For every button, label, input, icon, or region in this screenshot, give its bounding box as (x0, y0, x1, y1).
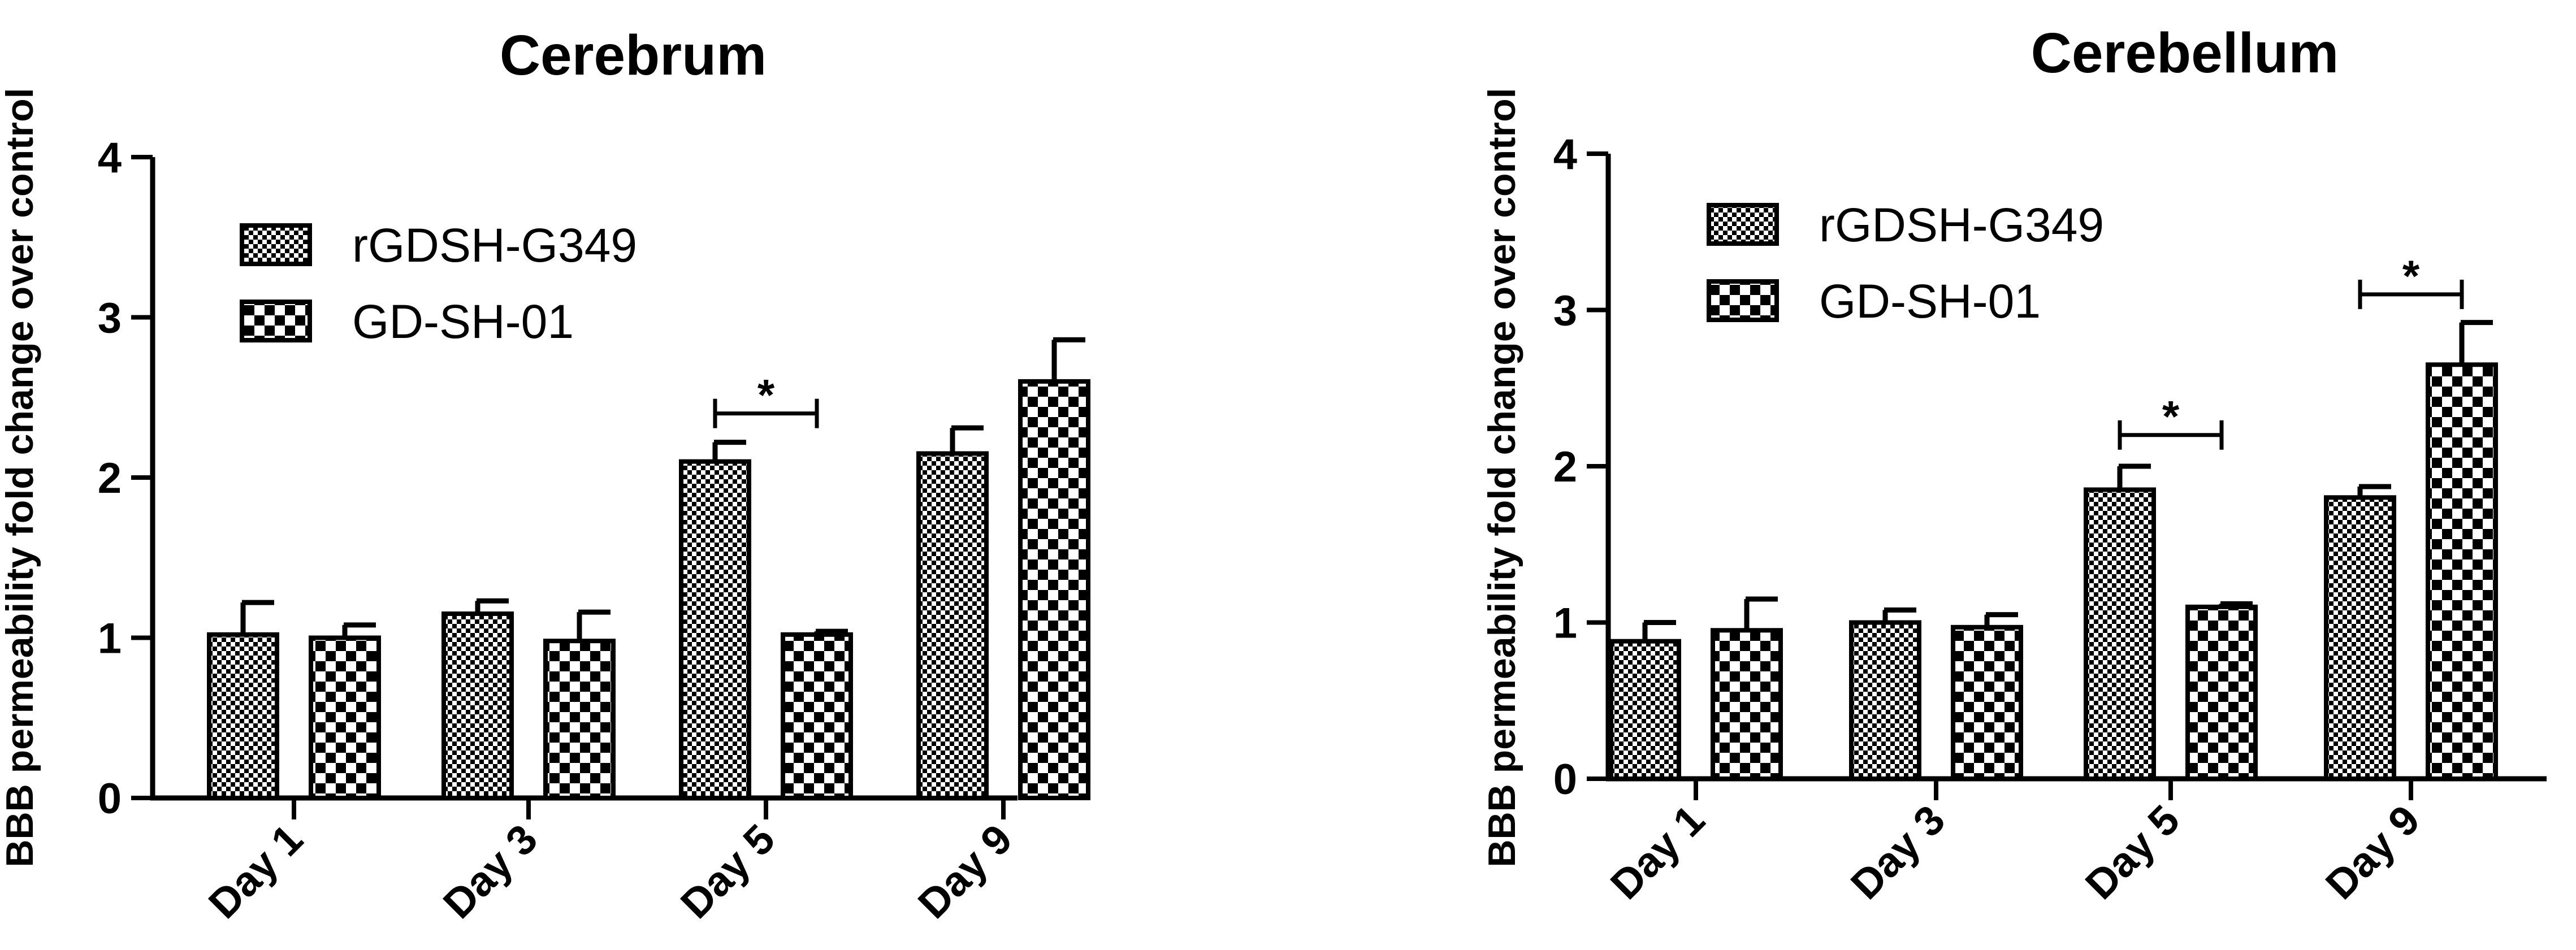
chart-cerebrum: Cerebrum BBB permeability fold change ove… (0, 24, 1090, 927)
bar-rgdsh-g349-day-9 (916, 451, 989, 800)
legend-label: rGDSH-G349 (1819, 198, 2104, 251)
y-tick-label: 3 (1553, 287, 1577, 335)
bar-rgdsh-g349-day-1 (207, 632, 279, 800)
bar-rgdsh-g349-day-5 (2084, 487, 2156, 781)
legend-swatch (1707, 203, 1779, 246)
bar-rgdsh-g349-day-9 (2324, 495, 2396, 781)
bar-rgdsh-g349-day-1 (1609, 639, 1681, 782)
significance-marker: * (2402, 251, 2420, 301)
y-tick-label: 1 (98, 615, 122, 663)
category-label: Day 1 (1601, 796, 1713, 908)
bar-gd-sh-01-day-5 (781, 632, 853, 800)
chart-cerebellum: Cerebellum BBB permeability fold change o… (1480, 21, 2547, 908)
bar-gd-sh-01-day-9 (2426, 362, 2498, 781)
y-tick-label: 4 (1553, 131, 1577, 179)
bar-gd-sh-01-day-3 (543, 639, 616, 801)
category-label: Day 5 (672, 815, 783, 927)
y-tick-label: 2 (1553, 443, 1577, 491)
category-label: Day 9 (2317, 796, 2428, 908)
category-label: Day 1 (200, 815, 311, 927)
y-tick-label: 3 (98, 294, 122, 342)
legend-swatch (240, 300, 312, 342)
y-tick-label: 0 (1553, 756, 1577, 804)
y-tick-label: 0 (98, 775, 122, 823)
bar-gd-sh-01-day-1 (309, 635, 381, 800)
bar-gd-sh-01-day-9 (1018, 379, 1090, 800)
y-axis-label: BBB permeability fold change over contro… (1480, 88, 1523, 867)
bar-rgdsh-g349-day-3 (1849, 620, 1921, 781)
category-label: Day 9 (909, 815, 1021, 927)
bar-rgdsh-g349-day-5 (679, 459, 751, 800)
y-tick-label: 4 (98, 134, 122, 182)
chart-title: Cerebellum (2031, 21, 2339, 85)
bar-gd-sh-01-day-3 (1951, 624, 2023, 782)
y-axis-label: BBB permeability fold change over contro… (0, 88, 41, 867)
significance-marker: * (757, 370, 775, 420)
bar-gd-sh-01-day-5 (2185, 604, 2258, 781)
bar-gd-sh-01-day-1 (1711, 628, 1783, 781)
legend-swatch (240, 223, 312, 266)
legend-swatch (1707, 279, 1779, 322)
category-label: Day 3 (1842, 796, 1954, 908)
significance-marker: * (2162, 392, 2180, 441)
y-tick-label: 1 (1553, 600, 1577, 648)
y-tick-label: 2 (98, 454, 122, 502)
chart-title: Cerebrum (500, 24, 767, 87)
legend-label: GD-SH-01 (1819, 275, 2041, 328)
legend-label: rGDSH-G349 (352, 219, 637, 272)
legend-label: GD-SH-01 (352, 295, 574, 348)
category-label: Day 3 (434, 815, 546, 927)
bar-rgdsh-g349-day-3 (441, 611, 514, 800)
category-label: Day 5 (2076, 796, 2188, 908)
